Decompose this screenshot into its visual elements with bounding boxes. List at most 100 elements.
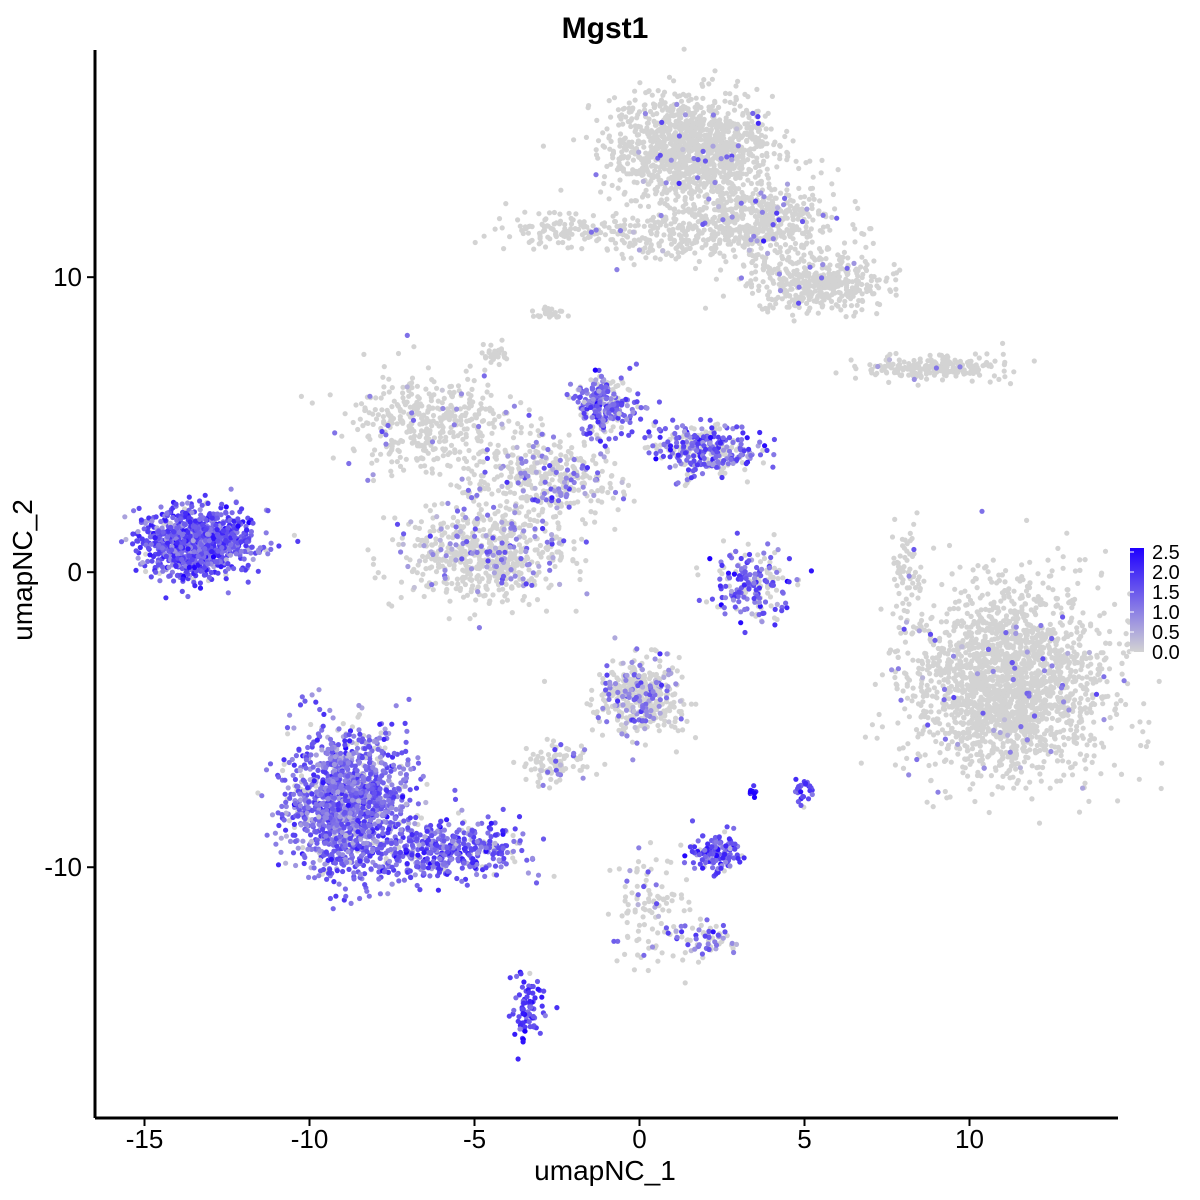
cell-point xyxy=(445,462,451,468)
cell-point xyxy=(618,424,625,431)
cell-point xyxy=(792,246,798,252)
cell-point xyxy=(992,358,998,364)
cell-point xyxy=(432,557,438,563)
cell-point xyxy=(924,682,930,689)
cell-point xyxy=(507,553,513,560)
cell-point xyxy=(819,304,825,310)
cell-point xyxy=(893,277,899,283)
cell-point xyxy=(740,262,747,268)
cell-point xyxy=(476,511,482,517)
cell-point xyxy=(504,597,510,603)
cell-point xyxy=(694,565,700,571)
cell-point xyxy=(719,144,725,150)
cell-point xyxy=(471,455,477,461)
cell-point xyxy=(816,211,822,217)
cell-point xyxy=(867,362,873,368)
cell-point xyxy=(760,279,766,285)
cell-point xyxy=(566,432,572,438)
cell-point xyxy=(463,458,470,464)
cell-point xyxy=(476,579,482,585)
cell-point xyxy=(353,402,359,408)
cell-point xyxy=(572,466,578,472)
cell-point xyxy=(711,136,718,142)
cell-point xyxy=(848,303,855,309)
cell-point xyxy=(469,544,475,551)
cell-point xyxy=(588,498,594,504)
cell-point xyxy=(555,520,561,526)
cell-point xyxy=(777,249,783,255)
cell-point xyxy=(441,438,447,444)
cell-point xyxy=(495,488,502,494)
cell-point xyxy=(451,566,457,572)
cell-point xyxy=(732,163,738,169)
cell-point xyxy=(423,440,429,446)
cell-point xyxy=(526,522,532,529)
cell-point xyxy=(848,357,854,363)
cell-point xyxy=(639,127,645,134)
cell-point xyxy=(483,570,489,576)
cell-point xyxy=(608,114,614,120)
cell-point xyxy=(898,615,904,621)
cell-point xyxy=(556,443,562,449)
cell-point xyxy=(658,181,664,187)
cell-point xyxy=(743,107,750,113)
cell-point xyxy=(723,165,729,171)
cell-point xyxy=(708,127,714,133)
cell-point xyxy=(689,136,695,142)
cell-point xyxy=(632,97,638,103)
cell-point xyxy=(975,369,981,375)
cell-point xyxy=(507,234,513,240)
cell-point xyxy=(695,572,701,578)
cell-point xyxy=(1038,778,1044,784)
cell-point xyxy=(513,549,519,555)
cell-point xyxy=(930,655,936,661)
cell-point xyxy=(544,223,550,229)
cell-point xyxy=(538,554,544,560)
cell-point xyxy=(609,152,616,158)
cell-point xyxy=(697,188,704,194)
cell-point xyxy=(459,575,465,581)
cell-point xyxy=(790,236,796,242)
cell-point xyxy=(427,406,433,412)
cell-point xyxy=(1088,621,1094,627)
cell-point xyxy=(671,176,677,182)
cell-point xyxy=(785,150,791,156)
cell-point xyxy=(888,365,894,371)
cell-point xyxy=(749,118,755,125)
cell-point xyxy=(625,142,631,148)
cell-point xyxy=(671,137,677,143)
cell-point xyxy=(760,266,766,272)
cell-point xyxy=(598,189,604,195)
cell-point xyxy=(705,237,711,243)
cell-point xyxy=(577,576,583,583)
cell-point xyxy=(464,592,470,598)
cell-point xyxy=(446,616,452,622)
cell-point xyxy=(902,364,908,371)
cell-point xyxy=(759,132,765,138)
cell-point xyxy=(663,104,669,110)
cell-point xyxy=(419,413,425,419)
cell-point xyxy=(579,458,585,464)
cell-point xyxy=(615,185,621,191)
cell-point xyxy=(791,268,797,274)
cell-point xyxy=(531,517,537,523)
cell-point xyxy=(371,556,377,562)
cell-point xyxy=(732,220,738,226)
scatter-points xyxy=(118,46,1165,1062)
cell-point xyxy=(366,410,372,416)
cell-point xyxy=(829,181,835,187)
cell-point xyxy=(731,101,738,107)
cell-point xyxy=(875,301,881,307)
cell-point xyxy=(741,159,747,165)
cell-point xyxy=(685,106,691,112)
cell-point xyxy=(498,472,504,478)
cell-point xyxy=(617,137,623,143)
cell-point xyxy=(654,172,661,178)
cell-point xyxy=(933,738,939,745)
cell-point xyxy=(472,612,478,618)
cell-point xyxy=(428,394,434,401)
cell-point xyxy=(852,226,858,232)
cell-point xyxy=(784,227,790,233)
cell-point xyxy=(1034,765,1040,771)
cell-point xyxy=(506,532,512,539)
